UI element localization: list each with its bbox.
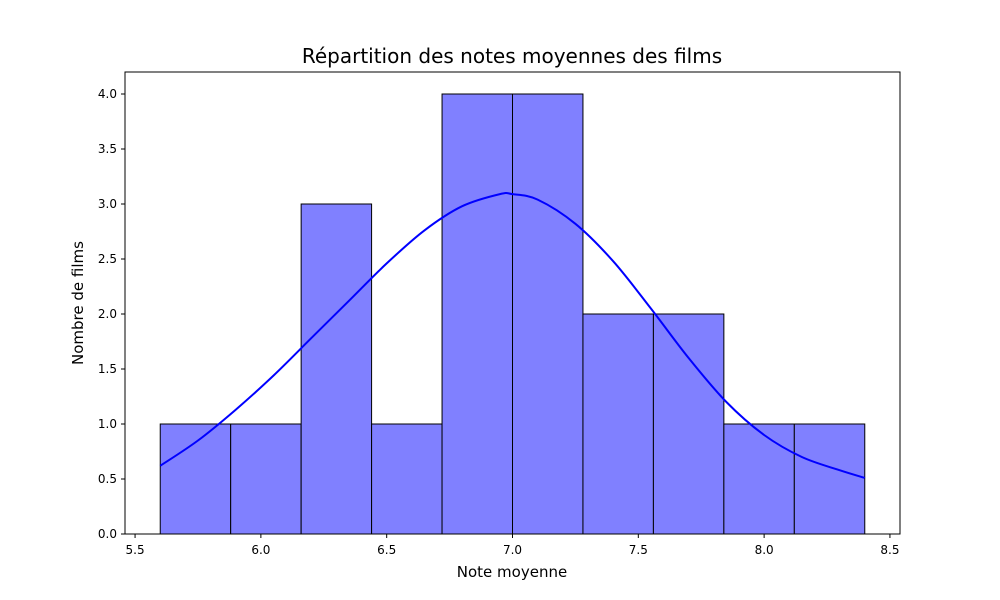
y-tick-label: 1.5 [98, 362, 117, 376]
y-tick-label: 0.5 [98, 472, 117, 486]
histogram-bar-8 [652, 313, 725, 535]
histogram-bar-2 [230, 423, 302, 535]
kde-curve [159, 191, 866, 479]
chart-title: Répartition des notes moyennes des films [302, 44, 722, 68]
histogram-bar-1 [159, 423, 232, 535]
x-axis-title: Note moyenne [457, 563, 567, 581]
y-tick-label: 1.0 [98, 417, 117, 431]
histogram-bar-4 [371, 423, 443, 535]
histogram-bar-5 [441, 93, 513, 535]
histogram-bars [159, 93, 866, 535]
y-tick-label: 0.0 [98, 527, 117, 541]
y-tick-label: 2.0 [98, 307, 117, 321]
histogram-bar-6 [512, 93, 584, 535]
x-axis-ticks: 5.5 6.0 6.5 7.0 7.5 8.0 8.5 [126, 534, 899, 557]
histogram-bar-10 [793, 423, 866, 535]
y-tick-label: 3.5 [98, 142, 117, 156]
y-tick-label: 3.0 [98, 197, 117, 211]
y-axis-ticks: 0.0 0.5 1.0 1.5 2.0 2.5 3.0 3.5 4.0 [98, 87, 125, 541]
y-tick-label: 4.0 [98, 87, 117, 101]
y-axis-title: Nombre de films [69, 241, 87, 365]
y-tick-label: 2.5 [98, 252, 117, 266]
x-tick-label: 7.0 [503, 543, 522, 557]
x-tick-label: 8.0 [755, 543, 774, 557]
x-tick-label: 5.5 [126, 543, 145, 557]
x-tick-label: 6.0 [251, 543, 270, 557]
x-tick-label: 6.5 [377, 543, 396, 557]
histogram-bar-3 [300, 203, 373, 535]
histogram-bar-9 [723, 423, 795, 535]
x-tick-label: 8.5 [880, 543, 899, 557]
histogram-bar-7 [582, 313, 654, 535]
x-tick-label: 7.5 [629, 543, 648, 557]
